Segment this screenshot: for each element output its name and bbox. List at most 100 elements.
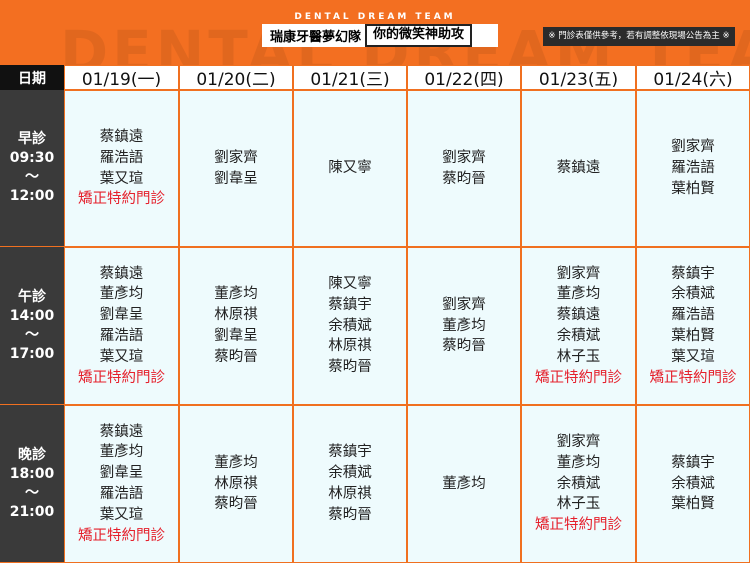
special-clinic-note: 矯正特約門診 (535, 517, 622, 534)
session-label-line: 09:30 (9, 150, 55, 166)
session-label-line: 21:00 (9, 503, 55, 520)
doctor-name: 董彥均 (442, 317, 486, 334)
doctor-name: 林原祺 (214, 307, 258, 324)
doctor-name: 劉韋呈 (214, 328, 258, 344)
session-label-line: 午診 (18, 288, 46, 305)
special-clinic-note: 矯正特約門診 (78, 369, 165, 386)
session-label-line: ～ (25, 169, 39, 185)
doctor-name: 蔡鎮宇 (671, 265, 715, 282)
date-header: 01/19(一) (64, 65, 179, 90)
doctor-name: 林原祺 (214, 475, 258, 492)
session-label-line: 早診 (18, 131, 46, 147)
schedule-cell: 劉家齊 董彥均 蔡鎮遠 余積斌 林子玉 矯正特約門診 (521, 247, 636, 405)
doctor-name: 羅浩語 (99, 328, 144, 344)
schedule-cell: 董彥均 林原祺 蔡昀晉 (179, 405, 293, 563)
doctor-name: 林原祺 (328, 338, 372, 355)
doctor-name: 劉家齊 (556, 265, 601, 282)
doctor-name: 陳又寧 (328, 276, 372, 292)
doctor-name: 董彥均 (556, 454, 601, 471)
doctor-name: 劉韋呈 (99, 465, 144, 482)
schedule-cell: 蔡鎮宇余積斌羅浩語葉柏賢葉又瑄矯正特約門診 (636, 247, 750, 405)
doctor-name: 劉家齊 (671, 139, 715, 156)
doctor-name: 董彥均 (99, 286, 144, 303)
session-label: 晚診 18:00 ～ 21:00 (0, 405, 64, 563)
date-header: 01/24(六) (636, 65, 750, 90)
doctor-name: 董彥均 (556, 286, 601, 303)
doctor-name: 葉又瑄 (671, 348, 715, 365)
doctor-name: 余積斌 (328, 465, 372, 482)
schedule-cell: 董彥均林原祺劉韋呈蔡昀晉 (179, 247, 293, 405)
doctor-name: 蔡昀晉 (214, 496, 258, 513)
doctor-name: 董彥均 (214, 286, 258, 303)
schedule-cell: 劉家齊 羅浩語 葉柏賢 (636, 90, 750, 247)
schedule-cell: 劉家齊 劉韋呈 (179, 90, 293, 247)
date-header: 01/22(四) (407, 65, 521, 90)
date-header: 01/23(五) (521, 65, 636, 90)
doctor-name: 董彥均 (442, 475, 486, 492)
doctor-name: 余積斌 (556, 475, 601, 492)
doctor-name: 蔡昀晉 (328, 506, 372, 523)
session-label-line: ～ (25, 326, 39, 343)
header-corner: 日期 (0, 65, 64, 90)
session-label-line: ～ (25, 484, 39, 501)
session-label-line: 14:00 (9, 307, 55, 324)
title-box: 瑞康牙醫夢幻隊 你的微笑神助攻 (262, 24, 498, 47)
doctor-name: 羅浩語 (99, 486, 144, 502)
doctor-name: 林原祺 (328, 486, 372, 502)
doctor-name: 劉家齊 (442, 296, 486, 313)
doctor-name: 董彥均 (99, 444, 144, 461)
special-clinic-note: 矯正特約門診 (78, 527, 165, 544)
doctor-name: 蔡鎮遠 (556, 307, 601, 324)
doctor-name: 蔡鎮遠 (99, 423, 144, 440)
doctor-name: 葉又瑄 (99, 170, 144, 187)
doctor-name: 蔡鎮遠 (99, 265, 144, 282)
doctor-name: 董彥均 (214, 454, 258, 471)
session-label: 早診 09:30 ～ 12:00 (0, 90, 64, 247)
doctor-name: 羅浩語 (99, 149, 144, 166)
session-label-line: 17:00 (9, 345, 55, 362)
doctor-name: 余積斌 (671, 475, 715, 492)
doctor-name: 葉又瑄 (99, 506, 144, 523)
schedule-cell: 董彥均 (407, 405, 521, 563)
doctor-name: 葉柏賢 (671, 328, 715, 344)
schedule-cell: 陳又寧 (293, 90, 407, 247)
doctor-name: 林子玉 (556, 348, 601, 365)
doctor-name: 陳又寧 (328, 160, 372, 177)
session-label-line: 晚診 (18, 446, 46, 463)
doctor-name: 劉家齊 (214, 149, 258, 166)
session-label-line: 12:00 (9, 188, 55, 204)
schedule-cell: 蔡鎮宇余積斌林原祺蔡昀晉 (293, 405, 407, 563)
doctor-name: 蔡昀晉 (442, 338, 486, 355)
doctor-name: 羅浩語 (671, 307, 715, 324)
doctor-name: 蔡鎮遠 (556, 160, 601, 177)
doctor-name: 葉柏賢 (671, 180, 715, 197)
schedule-cell: 蔡鎮遠 (521, 90, 636, 247)
doctor-name: 林子玉 (556, 496, 601, 513)
doctor-name: 蔡鎮宇 (671, 454, 715, 471)
session-label: 午診 14:00 ～ 17:00 (0, 247, 64, 405)
schedule-cell: 蔡鎮遠羅浩語葉又瑄矯正特約門診 (64, 90, 179, 247)
doctor-name: 蔡昀晉 (214, 348, 258, 365)
doctor-name: 蔡鎮宇 (328, 444, 372, 461)
doctor-name: 余積斌 (328, 317, 372, 334)
session-label-line: 18:00 (9, 465, 55, 482)
doctor-name: 葉柏賢 (671, 496, 715, 513)
doctor-name: 葉又瑄 (99, 348, 144, 365)
doctor-name: 劉韋呈 (99, 307, 144, 324)
doctor-name: 蔡昀晉 (442, 170, 486, 187)
schedule-cell: 劉家齊 蔡昀晉 (407, 90, 521, 247)
date-header: 01/21(三) (293, 65, 407, 90)
doctor-name: 劉家齊 (556, 434, 601, 450)
doctor-name: 余積斌 (671, 286, 715, 303)
date-header: 01/20(二) (179, 65, 293, 90)
doctor-name: 劉家齊 (442, 149, 486, 166)
title: 瑞康牙醫夢幻隊 (270, 30, 362, 45)
doctor-name: 蔡鎮遠 (99, 128, 144, 145)
schedule-cell: 劉家齊 董彥均 蔡昀晉 (407, 247, 521, 405)
doctor-name: 蔡昀晉 (328, 359, 372, 376)
doctor-name: 劉韋呈 (214, 170, 258, 187)
special-clinic-note: 矯正特約門診 (78, 191, 165, 208)
special-clinic-note: 矯正特約門診 (649, 369, 737, 386)
schedule-cell: 蔡鎮宇 余積斌 葉柏賢 (636, 405, 750, 563)
